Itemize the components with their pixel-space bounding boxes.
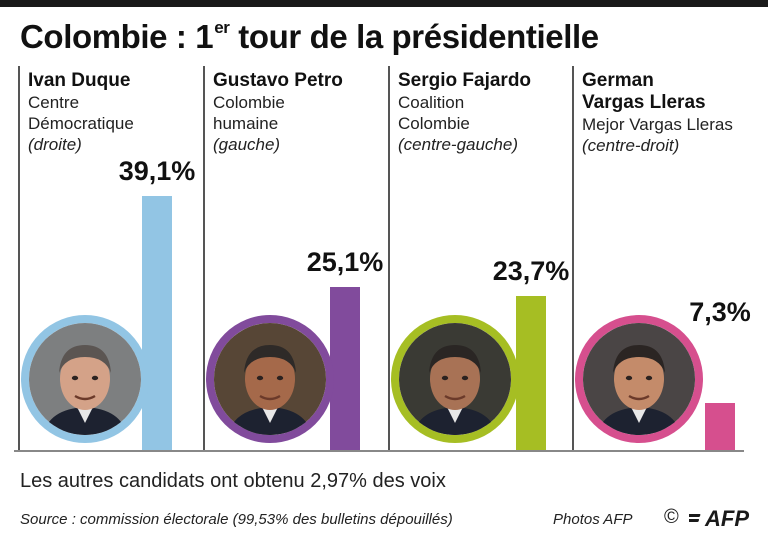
candidate-info: Gustavo Petro Colombie humaine (gauche): [213, 70, 393, 155]
portrait-icon: [399, 323, 511, 435]
candidate-name: Ivan Duque: [28, 70, 131, 91]
chart-title: Colombie : 1er tour de la présidentielle: [20, 18, 599, 55]
portrait-icon: [214, 323, 326, 435]
candidate-name: Sergio Fajardo: [398, 70, 532, 91]
column-divider: [18, 66, 20, 450]
column-divider: [572, 66, 574, 450]
bar-1: [142, 196, 172, 450]
candidate-party: Coalition Colombie: [398, 93, 470, 133]
candidate-name: German Vargas Lleras: [582, 70, 706, 113]
source-note: Source : commission électorale (99,53% d…: [20, 511, 453, 528]
portrait-icon: [29, 323, 141, 435]
candidate-lean: (gauche): [213, 135, 281, 154]
candidate-name: Gustavo Petro: [213, 70, 343, 91]
candidate-info: German Vargas Lleras Mejor Vargas Lleras (…: [582, 70, 762, 156]
bar-3: [516, 296, 546, 450]
bar-4: [705, 402, 735, 450]
candidate-party: Mejor Vargas Lleras: [582, 115, 733, 134]
value-label: 39,1%: [118, 156, 196, 186]
chart-baseline: [14, 450, 744, 452]
candidate-info: Sergio Fajardo Coalition Colombie (centre-…: [398, 70, 578, 155]
others-note: Les autres candidats ont obtenu 2,97% de…: [20, 470, 446, 492]
candidate-photo: [575, 315, 703, 443]
value-label: 7,3%: [689, 297, 751, 327]
candidate-photo: [206, 315, 334, 443]
candidate-party: Colombie humaine: [213, 93, 285, 133]
candidate-info: Ivan Duque Centre Démocratique (droite): [28, 70, 208, 155]
column-divider: [388, 66, 390, 450]
top-bar: [0, 0, 768, 7]
candidate-party: Centre Démocratique: [28, 93, 134, 133]
photo-credit: Photos AFP: [553, 511, 633, 528]
value-label: 25,1%: [306, 246, 384, 277]
afp-logo: AFP: [689, 506, 749, 531]
bar-2: [330, 286, 360, 450]
candidate-lean: (centre-droit): [582, 136, 680, 155]
candidate-lean: (droite): [28, 135, 82, 154]
copyright-symbol: ©: [664, 506, 679, 528]
candidate-photo: [21, 315, 149, 443]
candidate-lean: (centre-gauche): [398, 135, 519, 154]
afp-logo-text: AFP: [704, 506, 749, 531]
value-label: 23,7%: [492, 256, 570, 287]
column-divider: [203, 66, 205, 450]
portrait-icon: [583, 323, 695, 435]
candidate-photo: [391, 315, 519, 443]
